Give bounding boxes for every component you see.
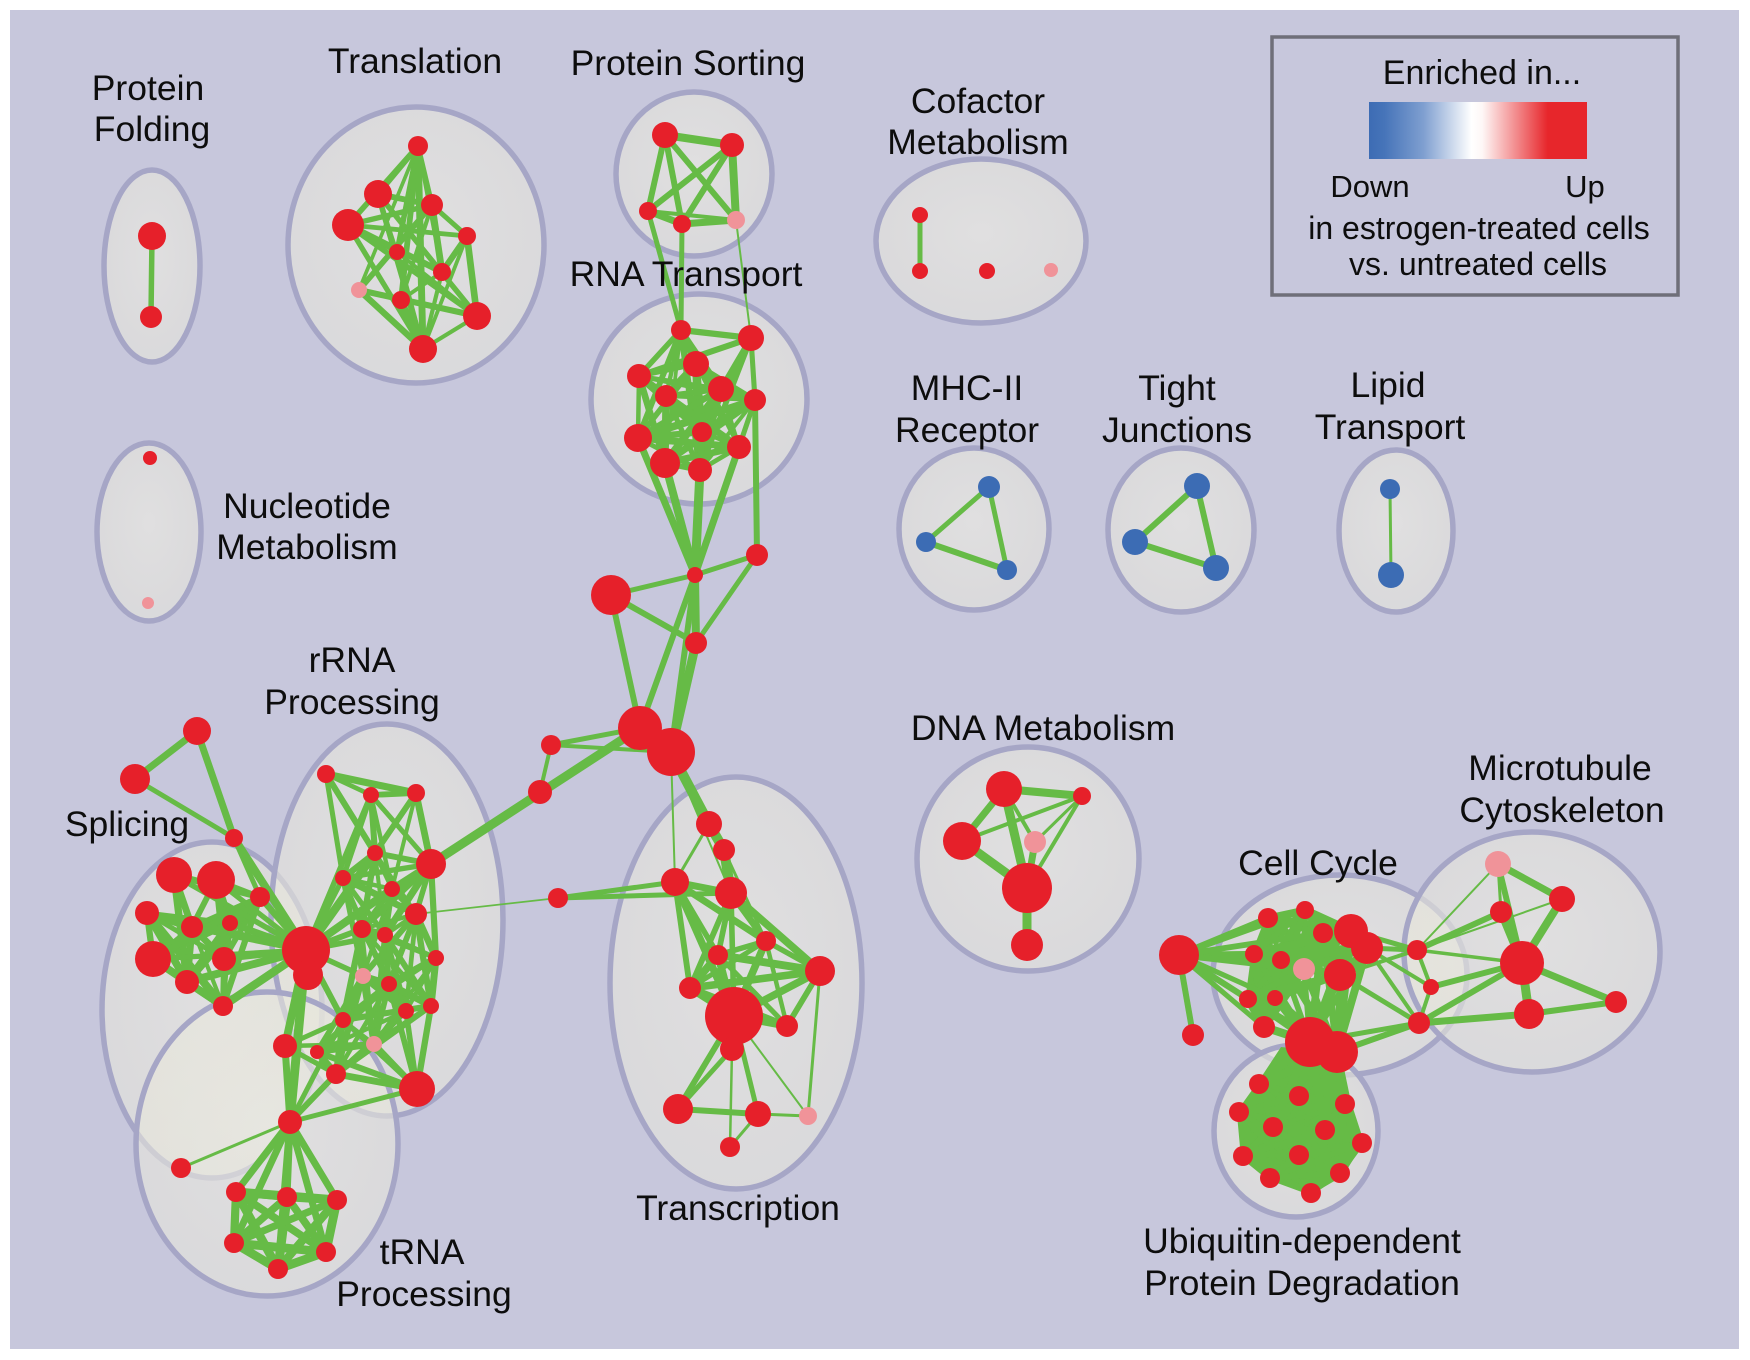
svg-text:vs. untreated cells: vs. untreated cells [1349, 246, 1607, 282]
svg-text:Translation: Translation [328, 41, 502, 81]
svg-text:Protein Sorting: Protein Sorting [571, 43, 806, 83]
svg-text:Transcription: Transcription [636, 1188, 840, 1228]
svg-text:rRNA: rRNA [309, 640, 396, 680]
svg-text:Splicing: Splicing [65, 804, 189, 844]
svg-text:Folding: Folding [94, 109, 210, 149]
svg-text:Processing: Processing [264, 682, 440, 722]
svg-text:tRNA: tRNA [380, 1232, 465, 1272]
svg-text:Enriched in...: Enriched in... [1383, 54, 1581, 92]
svg-text:Microtubule: Microtubule [1468, 748, 1652, 788]
svg-text:Up: Up [1565, 169, 1605, 204]
svg-text:Nucleotide: Nucleotide [223, 486, 391, 526]
svg-text:Tight: Tight [1138, 368, 1216, 408]
svg-text:Down: Down [1330, 169, 1409, 204]
svg-text:DNA Metabolism: DNA Metabolism [911, 708, 1175, 748]
svg-text:Protein: Protein [92, 68, 204, 108]
svg-text:Junctions: Junctions [1102, 410, 1252, 450]
svg-text:in estrogen-treated cells: in estrogen-treated cells [1308, 210, 1650, 246]
svg-text:Processing: Processing [336, 1274, 512, 1314]
svg-text:Metabolism: Metabolism [887, 122, 1069, 162]
svg-text:Metabolism: Metabolism [216, 527, 398, 567]
svg-text:Protein Degradation: Protein Degradation [1144, 1263, 1460, 1303]
svg-text:Cell Cycle: Cell Cycle [1238, 843, 1398, 883]
svg-text:Transport: Transport [1315, 407, 1466, 447]
svg-text:Cofactor: Cofactor [911, 81, 1045, 121]
svg-text:Receptor: Receptor [895, 410, 1039, 450]
svg-text:RNA Transport: RNA Transport [570, 254, 803, 294]
svg-text:Ubiquitin-dependent: Ubiquitin-dependent [1143, 1221, 1461, 1261]
svg-text:Cytoskeleton: Cytoskeleton [1459, 790, 1664, 830]
svg-text:Lipid: Lipid [1350, 365, 1425, 405]
svg-text:MHC-II: MHC-II [911, 368, 1023, 408]
